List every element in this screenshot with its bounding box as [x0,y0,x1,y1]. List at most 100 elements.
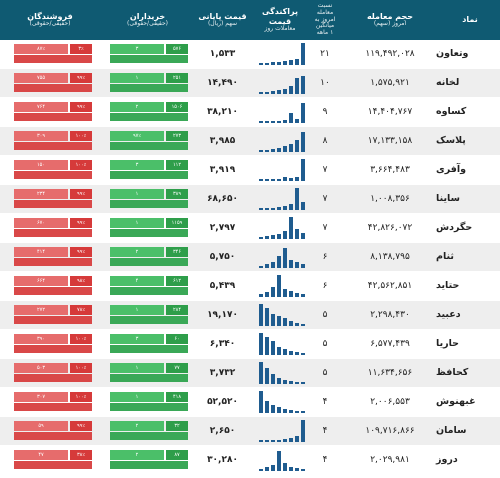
symbol-name[interactable]: ساینا [436,193,460,205]
symbol-name[interactable]: وآفری [436,164,466,176]
dispersion-bar [301,103,305,123]
dispersion-bar [271,374,275,384]
price-dispersion-chart [255,333,305,355]
sellers-real-value: ۳۸٪ [70,450,92,460]
price-dispersion-chart [255,275,305,297]
dispersion-bar [265,92,269,94]
table-row[interactable]: وآفری ۳,۶۶۴,۴۸۳ ۷ ۳,۹۱۹ ۱۱۲ ۳ ۱۰۰٪ ۱۵۰ [0,156,500,185]
dispersion-bar [301,294,305,297]
table-row[interactable]: لخانه ۱,۵۷۵,۹۲۱ ۱۰ ۱۴,۴۹۰ ۲۵۱ ۱ ۹۹٪ ۷۵۵ [0,69,500,98]
dispersion-bar [277,378,281,384]
buyers-legal-value: ۲ [110,421,164,431]
symbol-name[interactable]: دروز [436,454,458,466]
table-row[interactable]: حگردش ۴۲,۸۲۶,۰۷۲ ۷ ۲,۷۹۷ ۱۱۵۹ ۱ ۹۹٪ ۶۷۰ [0,214,500,243]
sellers-real-value: ۱۰۰٪ [70,334,92,344]
table-row[interactable]: دعبید ۲,۲۹۸,۴۳۰ ۵ ۱۹,۱۷۰ ۲۸۴ ۱ ۷۸٪ ۲۷۲ [0,301,500,330]
table-row[interactable]: پلاسک ۱۷,۱۳۳,۱۵۸ ۸ ۳,۹۸۵ ۲۷۳ ۹۷٪ ۱۰۰٪ ۳۰… [0,127,500,156]
symbol-name[interactable]: ثنام [436,251,454,263]
symbol-name[interactable]: کساوه [436,106,467,118]
sellers-bar: ۹۹٪ ۵۹ [12,419,92,442]
symbol-name[interactable]: حتاید [436,280,460,292]
header-sellers: فروشندگان (حقیقی/حقوقی) [0,0,100,40]
dispersion-bar [265,308,269,326]
symbol-name[interactable]: غبهنوش [436,396,476,408]
closing-price: ۵,۴۳۹ [209,280,236,291]
buyers-label-bar [110,287,188,295]
dispersion-bar [271,341,275,355]
symbol-name[interactable]: پلاسک [436,135,466,147]
sellers-legal-value: ۴۷ [14,450,68,460]
dispersion-bar [271,262,275,268]
buyers-label-bar [110,374,188,382]
table-row[interactable]: کحافظ ۱۱,۶۳۴,۶۵۶ ۵ ۳,۷۳۲ ۷۷ ۱ ۱۰۰٪ ۵۰۳ [0,359,500,388]
symbol-name[interactable]: کحافظ [436,367,469,379]
trade-volume: ۲,۰۲۹,۹۸۱ [370,454,410,465]
buyers-real-value: ۴۱۸ [166,392,188,402]
price-dispersion-chart [255,188,305,210]
price-dispersion-chart [255,246,305,268]
table-row[interactable]: حاریا ۶,۵۷۷,۴۳۹ ۵ ۶,۳۴۰ ۶۰ ۳ ۱۰۰٪ ۳۹۰ [0,330,500,359]
dispersion-bar [259,469,263,471]
table-row[interactable]: کساوه ۱۴,۴۰۴,۷۶۷ ۹ ۳۸,۲۱۰ ۱۵۰۶ ۲ ۹۹٪ ۷۶۴ [0,98,500,127]
price-dispersion-chart [255,217,305,239]
dispersion-bar [289,217,293,239]
symbol-name[interactable]: لخانه [436,77,460,89]
dispersion-bar [265,150,269,152]
dispersion-bar [259,63,263,65]
dispersion-bar [265,467,269,471]
buyers-legal-value: ۱ [110,363,164,373]
sellers-label-bar [14,374,92,382]
sellers-bar: ۹۹٪ ۲۳۴ [12,187,92,210]
volume-ratio: ۵ [322,309,328,320]
buyers-legal-value: ۳ [110,44,164,54]
table-row[interactable]: سامان ۱۰۹,۷۱۶,۸۶۶ ۴ ۲,۶۵۰ ۳۲ ۲ ۹۹٪ ۵۹ [0,417,500,446]
closing-price: ۳۰,۲۸۰ [207,454,238,465]
table-row[interactable]: غبهنوش ۲,۰۰۶,۵۵۳ ۴ ۵۲,۵۲۰ ۴۱۸ ۱ ۱۰۰٪ ۳۰۷ [0,388,500,417]
dispersion-bar [259,208,263,210]
buyers-bar: ۲۷۳ ۹۷٪ [108,129,188,152]
sellers-bar: ۳۸٪ ۴۷ [12,448,92,471]
table-row[interactable]: ثنام ۸,۱۳۸,۷۹۵ ۶ ۵,۷۵۰ ۳۴۶ ۲ ۹۹٪ ۴۱۴ [0,243,500,272]
table-row[interactable]: وتعاون ۱۱۹,۴۹۲,۰۲۸ ۲۱ ۱,۵۳۳ ۵۷۶ ۳ ۳٪ ۸۷٪ [0,40,500,69]
sellers-real-value: ۱۰۰٪ [70,392,92,402]
trade-volume: ۴۲,۵۶۲,۸۵۱ [367,280,413,291]
dispersion-bar [271,179,275,181]
dispersion-bar [283,206,287,210]
symbol-name[interactable]: حگردش [436,222,473,234]
price-dispersion-chart [255,130,305,152]
buyers-real-value: ۲۷۳ [166,131,188,141]
symbol-name[interactable]: حاریا [436,338,460,350]
buyers-bar: ۳۲ ۲ [108,419,188,442]
dispersion-bar [301,264,305,268]
symbol-name[interactable]: دعبید [436,309,461,321]
dispersion-bar [289,60,293,65]
table-row[interactable]: حتاید ۴۲,۵۶۲,۸۵۱ ۶ ۵,۴۳۹ ۶۱۲ ۴ ۹۸٪ ۶۶۴ [0,272,500,301]
symbol-name[interactable]: سامان [436,425,467,437]
price-dispersion-chart [255,101,305,123]
dispersion-bar [277,62,281,65]
sellers-real-value: ۱۰۰٪ [70,131,92,141]
dispersion-bar [277,407,281,413]
dispersion-bar [271,208,275,210]
table-row[interactable]: ساینا ۱,۰۰۸,۳۵۶ ۷ ۶۸,۶۵۰ ۳۸۹ ۱ ۹۹٪ ۲۳۴ [0,185,500,214]
buyers-label-bar [110,113,188,121]
sellers-label-bar [14,55,92,63]
table-row[interactable]: دروز ۲,۰۲۹,۹۸۱ ۴ ۳۰,۲۸۰ ۸۷ ۲ ۳۸٪ ۴۷ [0,446,500,475]
dispersion-bar [265,292,269,297]
dispersion-bar [277,347,281,355]
header-volume: حجم معامله امروز (سهم) [340,0,440,40]
closing-price: ۱۴,۴۹۰ [207,77,238,88]
dispersion-bar [295,229,299,239]
dispersion-bar [265,121,269,123]
buyers-bar: ۱۱۵۹ ۱ [108,216,188,239]
sellers-real-value: ۹۹٪ [70,247,92,257]
sellers-legal-value: ۲۳۴ [14,189,68,199]
buyers-bar: ۱۱۲ ۳ [108,158,188,181]
symbol-name[interactable]: وتعاون [436,48,469,60]
buyers-real-value: ۵۷۶ [166,44,188,54]
buyers-bar: ۶۱۲ ۴ [108,274,188,297]
buyers-label-bar [110,55,188,63]
trade-volume: ۱۰۹,۷۱۶,۸۶۶ [365,425,415,436]
buyers-real-value: ۱۱۲ [166,160,188,170]
price-dispersion-chart [255,362,305,384]
